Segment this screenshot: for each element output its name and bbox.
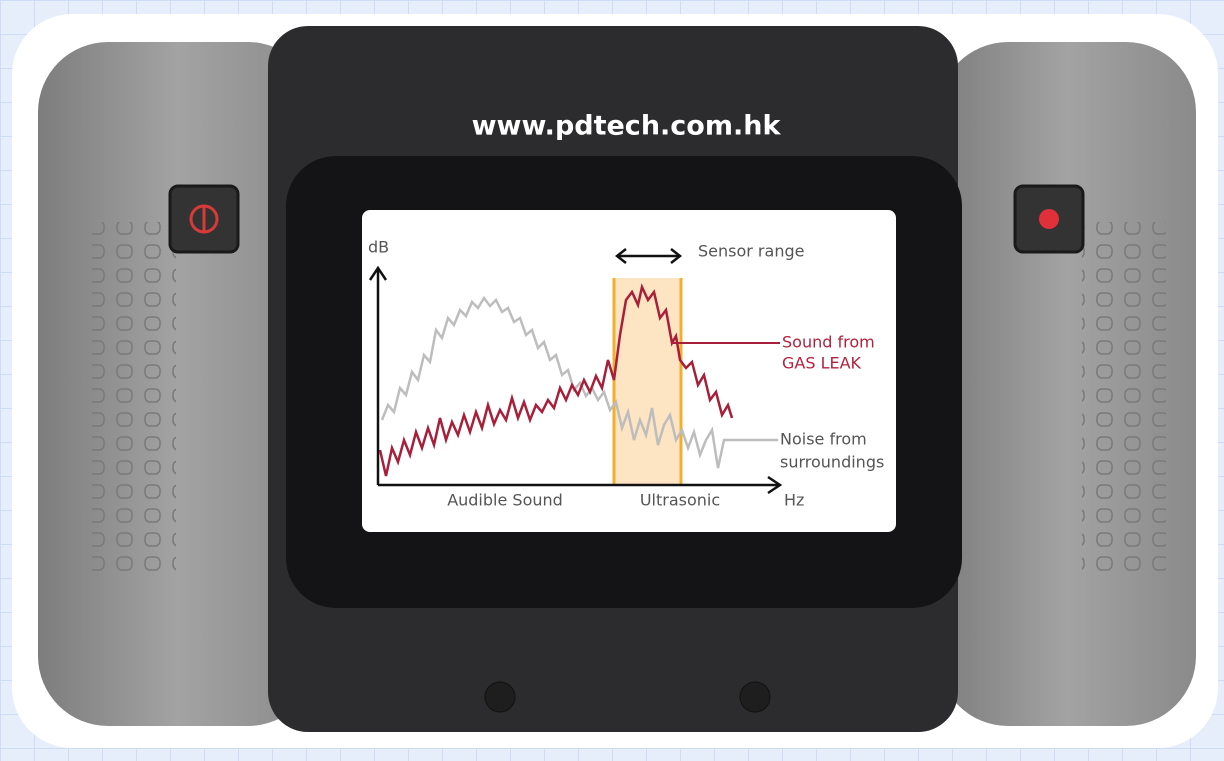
record-icon [1039,209,1059,229]
page: www.pdtech.com.hk dB Sensor range Sound … [0,0,1224,761]
noise-label: Noise from [780,430,867,449]
left-speaker [92,222,176,572]
region-label: Ultrasonic [640,491,720,510]
region-label: Audible Sound [447,491,563,510]
sensor-range-label: Sensor range [698,242,804,261]
gas-leak-label: GAS LEAK [782,354,862,373]
url: www.pdtech.com.hk [472,111,782,142]
y-axis-label: dB [368,238,389,257]
bottom-button[interactable] [740,682,770,712]
x-axis-label: Hz [784,491,804,510]
bottom-button[interactable] [485,682,515,712]
gas-leak-label: Sound from [782,333,875,352]
scene: www.pdtech.com.hk dB Sensor range Sound … [0,0,1224,761]
noise-label: surroundings [780,453,884,472]
right-speaker [1082,222,1166,572]
